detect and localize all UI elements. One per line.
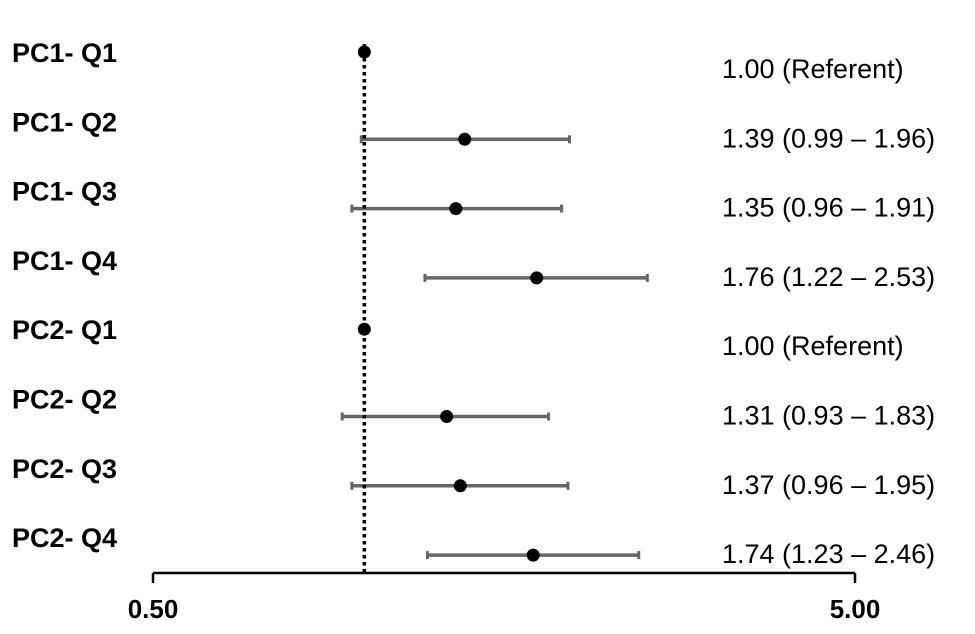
forest-row: PC2- Q4 1.74 (1.23 – 2.46): [12, 523, 935, 569]
forest-row: PC1- Q4 1.76 (1.22 – 2.53): [12, 246, 935, 292]
row-label: PC1- Q2: [12, 107, 117, 137]
row-label: PC2- Q3: [12, 454, 117, 484]
estimate-ci-label: 1.37 (0.96 – 1.95): [722, 470, 935, 500]
row-label: PC2- Q4: [12, 523, 117, 553]
forest-row: PC1- Q3 1.35 (0.96 – 1.91): [12, 177, 935, 223]
forest-row: PC1- Q1 1.00 (Referent): [12, 38, 904, 84]
row-label: PC1- Q1: [12, 38, 117, 68]
estimate-point: [440, 410, 454, 423]
estimate-ci-label: 1.00 (Referent): [722, 331, 904, 361]
estimate-point: [449, 202, 463, 216]
estimate-ci-label: 1.39 (0.99 – 1.96): [722, 123, 935, 153]
row-label: PC1- Q3: [12, 177, 117, 207]
estimate-point: [357, 45, 371, 59]
forest-row: PC2- Q3 1.37 (0.96 – 1.95): [12, 454, 935, 500]
estimate-ci-label: 1.00 (Referent): [722, 54, 904, 84]
x-tick-label: 0.50: [128, 594, 179, 624]
estimate-point: [526, 548, 540, 562]
row-label: PC2- Q1: [12, 315, 117, 345]
estimate-ci-label: 1.76 (1.22 – 2.53): [722, 262, 935, 292]
estimate-point: [530, 271, 544, 285]
row-label: PC2- Q2: [12, 385, 117, 415]
forest-row: PC1- Q2 1.39 (0.99 – 1.96): [12, 107, 935, 153]
forest-row: PC2- Q1 1.00 (Referent): [12, 315, 904, 361]
rows-layer: PC1- Q1 1.00 (Referent) PC1- Q2 1.39 (0.99 …: [12, 38, 935, 569]
estimate-ci-label: 1.74 (1.23 – 2.46): [722, 539, 935, 569]
estimate-ci-label: 1.31 (0.93 – 1.83): [722, 401, 935, 431]
x-tick-label: 5.00: [830, 594, 881, 624]
estimate-ci-label: 1.35 (0.96 – 1.91): [722, 193, 935, 223]
x-axis: 0.50 5.00: [128, 571, 881, 624]
estimate-point: [357, 322, 371, 336]
row-label: PC1- Q4: [12, 246, 117, 276]
estimate-point: [458, 132, 472, 146]
estimate-point: [453, 479, 467, 493]
points-layer: [357, 45, 544, 562]
forest-row: PC2- Q2 1.31 (0.93 – 1.83): [12, 385, 935, 431]
